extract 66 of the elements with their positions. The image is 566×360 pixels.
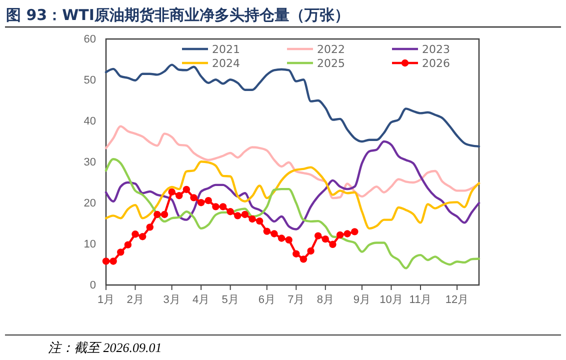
legend-label: 2025 [317, 57, 345, 70]
x-tick-label: 4月 [192, 294, 210, 306]
line-series [104, 160, 480, 230]
point [278, 234, 286, 242]
point [219, 203, 227, 210]
x-tick-label: 1月 [97, 294, 115, 306]
point [168, 188, 176, 196]
legend-label: 2021 [212, 43, 240, 56]
point [234, 212, 242, 220]
point [190, 194, 198, 202]
point [132, 230, 139, 238]
point [270, 230, 278, 238]
point [300, 256, 308, 263]
point [204, 196, 212, 204]
legend-label: 2026 [422, 57, 450, 70]
y-tick-label: 10 [84, 238, 96, 251]
x-tick-label: 12月 [445, 294, 469, 306]
x-tick-label: 3月 [163, 294, 180, 306]
point [336, 231, 344, 239]
point [256, 217, 264, 225]
y-tick-label: 30 [84, 156, 96, 169]
y-tick-label: 50 [84, 74, 96, 87]
y-tick-label: 20 [84, 198, 96, 210]
point [182, 186, 190, 194]
point [102, 258, 110, 265]
x-tick-label: 11月 [409, 294, 432, 306]
line-series [104, 158, 480, 270]
x-tick-label: 8月 [316, 294, 334, 306]
y-tick-label: 40 [84, 116, 96, 128]
line-series [104, 140, 480, 230]
point [160, 210, 168, 218]
line-series [104, 125, 480, 200]
x-tick-label: 6月 [258, 294, 276, 306]
point [176, 192, 183, 200]
x-tick-label: 7月 [288, 294, 305, 306]
point [292, 250, 300, 258]
point [322, 235, 330, 243]
point [344, 230, 351, 238]
point [138, 233, 146, 240]
point [314, 232, 322, 240]
point [154, 210, 161, 218]
x-tick-label: 9月 [353, 294, 371, 306]
x-tick-label: 2月 [126, 294, 144, 306]
point [110, 258, 117, 265]
point [263, 228, 270, 235]
point [307, 247, 314, 255]
x-tick-label: 5月 [222, 294, 239, 306]
point [124, 241, 132, 248]
point [329, 240, 336, 248]
text: 注：截至 2026.09.01 [48, 340, 162, 355]
point [146, 224, 154, 231]
x-tick-label: 10月 [380, 294, 403, 306]
point [241, 210, 249, 218]
point [351, 228, 358, 236]
y-tick-label: 0 [90, 280, 96, 292]
chart-title: 图 93：WTI原油期货非商业净多头持仓量（万张） [6, 6, 350, 24]
point [285, 236, 292, 244]
legend-label: 2023 [422, 43, 450, 56]
point [212, 203, 220, 210]
point [117, 248, 124, 256]
legend-label: 2022 [317, 43, 345, 56]
point [248, 215, 256, 223]
y-tick-label: 60 [84, 34, 96, 46]
point [226, 208, 234, 216]
legend-label: 2024 [212, 57, 240, 70]
point [197, 198, 205, 206]
